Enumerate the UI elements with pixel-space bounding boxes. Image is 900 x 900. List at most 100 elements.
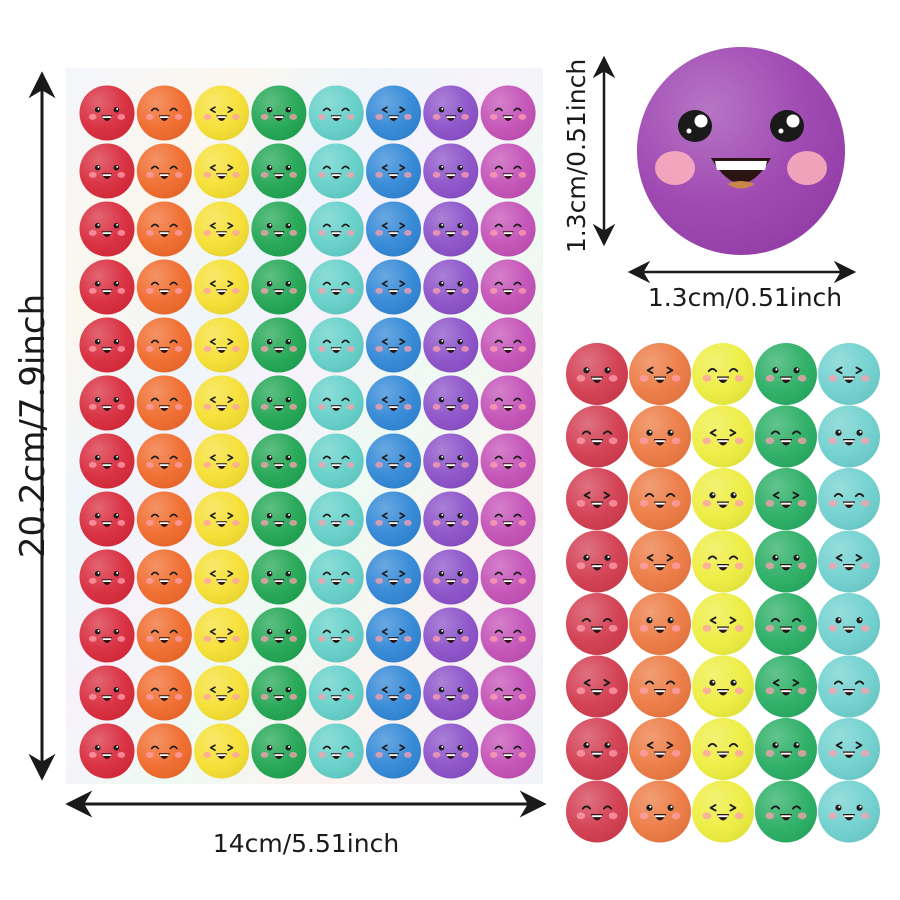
cheek-blush: [489, 461, 498, 468]
sticker-eyes: [835, 804, 863, 811]
sheet-sticker: [136, 85, 192, 141]
sheet-sticker: [251, 665, 307, 721]
cheek-blush: [318, 403, 326, 410]
sheet-sticker: [308, 259, 364, 315]
sticker-eyes: [209, 396, 234, 403]
sticker-sheet: [79, 85, 536, 779]
sticker-eyes: [707, 367, 739, 373]
cheek-blush: [146, 577, 154, 584]
cheek-blush: [88, 577, 97, 584]
cheek-blush: [639, 812, 649, 820]
cheek-blush: [403, 751, 412, 758]
cheek-blush: [375, 461, 384, 468]
cheek-blush: [146, 693, 154, 700]
cheek-blush: [260, 113, 269, 120]
cheek-blush: [289, 577, 298, 584]
sticker-eyes: [438, 106, 463, 113]
sticker-eyes: [583, 491, 611, 499]
cheek-blush: [671, 624, 681, 632]
cheek-blush: [734, 624, 744, 632]
cheek-blush: [639, 374, 649, 382]
sheet-sticker: [251, 607, 307, 663]
cheek-blush: [289, 229, 298, 236]
sheet-sticker: [251, 491, 307, 547]
strip-sticker: [566, 468, 628, 530]
sheet-sticker: [423, 201, 479, 257]
sticker-eyes: [94, 338, 120, 345]
cheek-blush: [734, 562, 744, 570]
sheet-sticker: [366, 665, 421, 721]
cheek-blush: [828, 437, 838, 445]
sticker-eyes: [381, 396, 406, 403]
sticker-eyes: [494, 687, 522, 692]
sticker-eyes: [266, 396, 291, 403]
strip-sticker: [566, 405, 628, 468]
sheet-sticker: [480, 259, 536, 315]
sheet-sticker: [251, 723, 307, 779]
cheek-blush: [289, 287, 298, 294]
sheet-sticker: [423, 317, 479, 373]
sheet-sticker: [308, 723, 364, 779]
sticker-eyes: [266, 570, 291, 577]
cheek-blush: [639, 624, 649, 632]
cheek-blush: [260, 635, 269, 642]
cheek-blush: [702, 499, 712, 507]
cheek-blush: [318, 519, 326, 526]
cheek-blush: [346, 519, 355, 526]
strip-sticker: [755, 780, 817, 843]
sheet-sticker: [136, 317, 192, 373]
cheek-blush: [461, 171, 469, 178]
sticker-eyes: [266, 512, 291, 519]
cheek-blush: [232, 577, 240, 584]
cheek-blush: [146, 345, 154, 352]
strip-sticker: [566, 343, 628, 405]
sheet-sticker: [79, 375, 135, 431]
cheek-blush: [203, 229, 212, 236]
cheek-blush: [576, 624, 586, 632]
cheek-blush: [318, 287, 326, 294]
sheet-sticker: [308, 549, 364, 605]
strip-sticker: [818, 655, 880, 718]
sticker-eyes: [707, 555, 739, 560]
cheek-blush: [828, 749, 838, 757]
cheek-blush: [518, 635, 527, 642]
sticker-eyes: [381, 280, 406, 287]
sticker-eyes: [644, 680, 676, 685]
sticker-eyes: [381, 744, 406, 751]
sticker-eyes: [266, 628, 291, 635]
cheek-blush: [88, 693, 97, 700]
sheet-sticker: [194, 665, 250, 721]
cheek-blush: [146, 635, 154, 642]
cheek-blush: [489, 519, 498, 526]
cheek-blush: [734, 749, 744, 757]
cheek-blush: [734, 374, 744, 382]
cheek-blush: [518, 577, 527, 584]
cheek-blush: [797, 687, 807, 695]
sticker-eyes: [150, 571, 178, 576]
sticker-eyes: [494, 571, 522, 576]
cheek-blush: [828, 687, 838, 695]
sheet-sticker: [79, 143, 135, 199]
cheek-blush: [375, 171, 384, 178]
strip-sticker: [818, 718, 880, 780]
cheek-blush: [260, 229, 269, 236]
cheek-blush: [860, 499, 870, 507]
cheek-blush: [146, 287, 154, 294]
cheek-blush: [518, 113, 527, 120]
sticker-eyes: [94, 686, 120, 693]
sheet-sticker: [308, 317, 364, 373]
sticker-eyes: [709, 429, 737, 437]
cheek-blush: [289, 693, 298, 700]
cheek-blush: [489, 751, 498, 758]
cheek-blush: [146, 229, 154, 236]
sticker-width-label: 1.3cm/0.51inch: [648, 283, 842, 312]
cheek-blush: [260, 403, 269, 410]
cheek-blush: [461, 693, 469, 700]
sticker-eyes: [322, 455, 350, 460]
sheet-sticker: [480, 143, 536, 199]
sheet-sticker: [251, 549, 307, 605]
cheek-blush: [576, 812, 586, 820]
cheek-blush: [318, 577, 326, 584]
cheek-blush: [518, 345, 527, 352]
cheek-blush: [203, 751, 212, 758]
